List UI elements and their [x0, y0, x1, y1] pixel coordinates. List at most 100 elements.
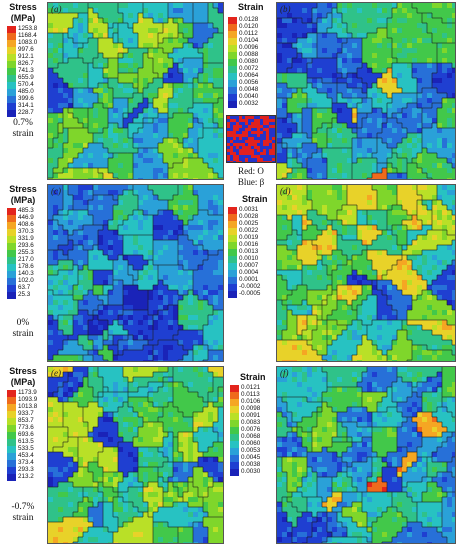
scale-value: 912.1: [18, 53, 34, 60]
scale-value: 370.3: [18, 228, 34, 235]
scale-swatch: [228, 256, 237, 263]
scale-value: 408.6: [18, 221, 34, 228]
scale-swatch: [228, 52, 237, 59]
scale-value: 0.0083: [241, 419, 261, 426]
scale-value: 0.0056: [239, 79, 259, 86]
scale-value: 0.0091: [241, 412, 261, 419]
scale-value: 741.3: [18, 67, 34, 74]
scale-value: 1013.8: [18, 403, 38, 410]
scale-value: 0.0128: [239, 16, 259, 23]
scale-value: 0.0025: [239, 220, 259, 227]
scale-value: 1253.8: [18, 25, 38, 32]
strain-level-note: 0% strain: [2, 318, 44, 340]
panel-label: (a): [51, 4, 62, 14]
panel-label: (f): [280, 368, 289, 378]
strain-legend-1: Strain 0.0128 0.0120 0.0112 0.0104 0.0096 0.0…: [226, 2, 276, 122]
strain-map-b: (b): [276, 2, 456, 180]
stress-legend-unit: (MPa): [10, 195, 36, 205]
strain-map-f: (f): [276, 366, 456, 544]
scale-value: 0.0045: [241, 454, 261, 461]
scale-swatch: [7, 446, 16, 453]
scale-swatch: [228, 263, 237, 270]
scale-value: 0.0112: [239, 30, 258, 37]
scale-swatch: [7, 110, 16, 117]
scale-value: 0.0120: [239, 23, 259, 30]
scale-swatch: [7, 467, 16, 474]
strain-level-word: strain: [12, 329, 34, 339]
scale-swatch: [230, 413, 239, 420]
scale-value: 0.0030: [241, 468, 261, 475]
strain-level-note: -0.7% strain: [2, 502, 44, 524]
scale-value: 0.0022: [239, 227, 259, 234]
scale-value: 0.0048: [239, 86, 259, 93]
phase-legend-blue: Blue: β: [237, 177, 265, 187]
scale-value: -0.0002: [239, 283, 261, 290]
scale-swatch: [7, 278, 16, 285]
stress-legend-1: Stress (MPa) 1253.8 1168.4 1083.0 997.6 912.…: [3, 2, 45, 117]
scale-swatch: [230, 406, 239, 413]
scale-value: 1083.0: [18, 39, 38, 46]
scale-value: 255.3: [18, 249, 34, 256]
scale-value: 485.3: [18, 207, 34, 214]
scale-swatch: [7, 47, 16, 54]
scale-swatch: [228, 291, 237, 298]
scale-swatch: [7, 33, 16, 40]
scale-swatch: [7, 432, 16, 439]
scale-value: 0.0016: [239, 241, 259, 248]
scale-swatch: [228, 17, 237, 24]
strain-legend-title: Strain: [240, 372, 266, 382]
scale-swatch: [7, 250, 16, 257]
scale-swatch: [228, 277, 237, 284]
scale-swatch: [228, 228, 237, 235]
scale-swatch: [7, 243, 16, 250]
scale-value: 0.0072: [239, 65, 259, 72]
scale-swatch: [228, 270, 237, 277]
scale-swatch: [230, 434, 239, 441]
phase-map-inset: [226, 115, 276, 164]
scale-value: 485.0: [18, 88, 34, 95]
grain-strain-map: [277, 367, 455, 543]
scale-value: 0.0004: [239, 269, 259, 276]
scale-swatch: [230, 448, 239, 455]
scale-value: 693.6: [18, 431, 34, 438]
scale-swatch: [7, 54, 16, 61]
scale-swatch: [228, 45, 237, 52]
scale-value: 0.0098: [241, 405, 261, 412]
scale-value: 331.9: [18, 235, 34, 242]
stress-legend-title: Stress: [9, 366, 37, 376]
stress-map-c: (c): [47, 184, 224, 362]
scale-value: 933.7: [18, 410, 34, 417]
scale-value: 0.0013: [239, 248, 259, 255]
scale-swatch: [228, 94, 237, 101]
scale-swatch: [7, 40, 16, 47]
scale-value: 1173.9: [18, 389, 37, 396]
scale-value: 228.7: [18, 109, 34, 116]
strain-level-value: 0%: [16, 318, 30, 328]
scale-value: 853.7: [18, 417, 34, 424]
scale-swatch: [7, 460, 16, 467]
scale-value: -0.0005: [239, 290, 261, 297]
scale-value: 0.0113: [241, 391, 260, 398]
scale-value: 533.5: [18, 445, 34, 452]
scale-swatch: [7, 390, 16, 397]
scale-swatch: [7, 271, 16, 278]
scale-value: 314.1: [18, 102, 34, 109]
stress-legend-unit: (MPa): [10, 377, 36, 387]
scale-swatch: [230, 455, 239, 462]
scale-value: 0.0053: [241, 447, 261, 454]
scale-swatch: [228, 59, 237, 66]
scale-value: 1093.9: [18, 396, 38, 403]
scale-swatch: [230, 392, 239, 399]
scale-swatch: [228, 73, 237, 80]
stress-legend-2: Stress (MPa) 485.3 446.9 408.6 370.3 331.9 29…: [3, 184, 45, 299]
stress-legend-unit: (MPa): [10, 13, 36, 23]
scale-swatch: [7, 89, 16, 96]
stress-legend-3: Stress (MPa) 1173.9 1093.9 1013.8 933.7 853.…: [3, 366, 45, 481]
phase-legend-red: Red: O: [238, 166, 264, 176]
scale-swatch: [228, 207, 237, 214]
scale-value: 446.9: [18, 214, 34, 221]
scale-swatch: [7, 425, 16, 432]
scale-value: 826.7: [18, 60, 34, 67]
scale-swatch: [7, 229, 16, 236]
strain-legend-title: Strain: [242, 194, 268, 204]
